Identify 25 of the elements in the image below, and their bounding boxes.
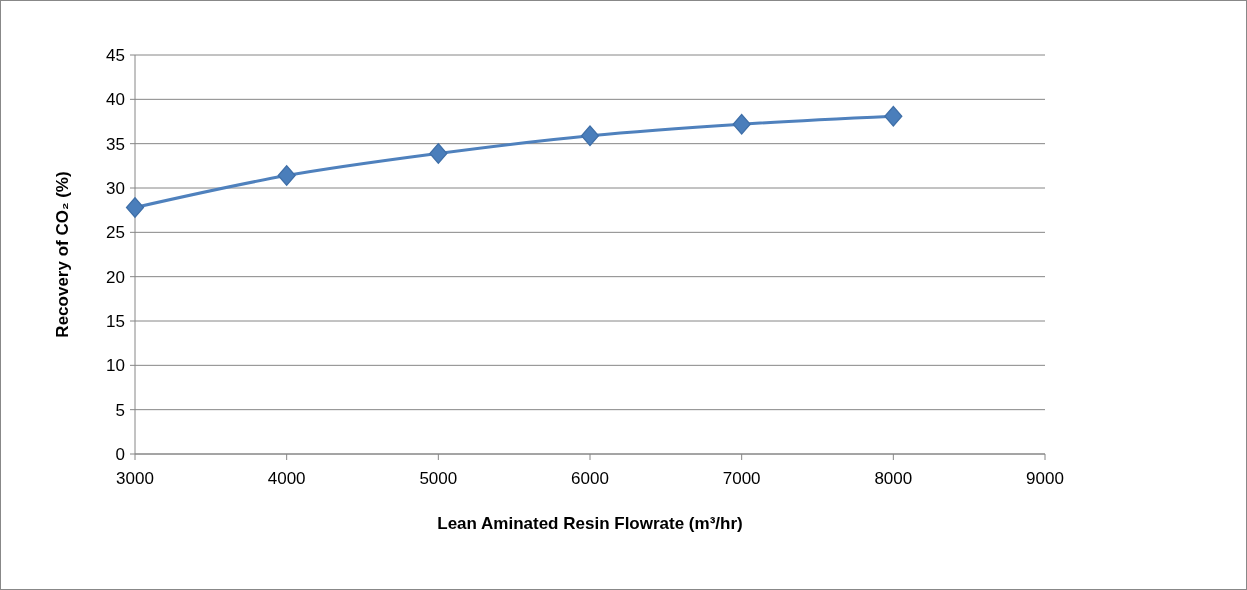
y-tick-label: 35 [106,134,125,154]
point [884,105,903,127]
x-tick-label: 8000 [874,469,913,488]
point [429,143,448,164]
y-tick-label: 15 [106,311,125,331]
x-tick-label: 7000 [722,469,761,488]
y-tick-label: 25 [106,223,125,243]
y-tick-label: 45 [106,45,125,65]
x-tick-label: 5000 [419,469,458,488]
x-tick-label: 9000 [1026,469,1064,488]
point [732,113,751,135]
x-axis-title: Lean Aminated Resin Flowrate (m³/hr) [437,514,743,533]
y-tick-label: 40 [106,90,125,110]
y-tick-label: 5 [115,400,125,420]
y-tick-label: 0 [115,444,125,464]
x-tick-label: 4000 [267,469,306,488]
y-axis-title: Recovery of CO₂ (%) [53,171,72,338]
y-tick-label: 10 [106,356,125,376]
point [125,197,145,218]
x-tick-label: 3000 [116,469,154,488]
x-tick-label: 6000 [571,469,609,488]
point [580,125,600,147]
y-tick-label: 30 [106,178,125,198]
y-tick-label: 20 [106,267,125,287]
point [277,165,296,186]
